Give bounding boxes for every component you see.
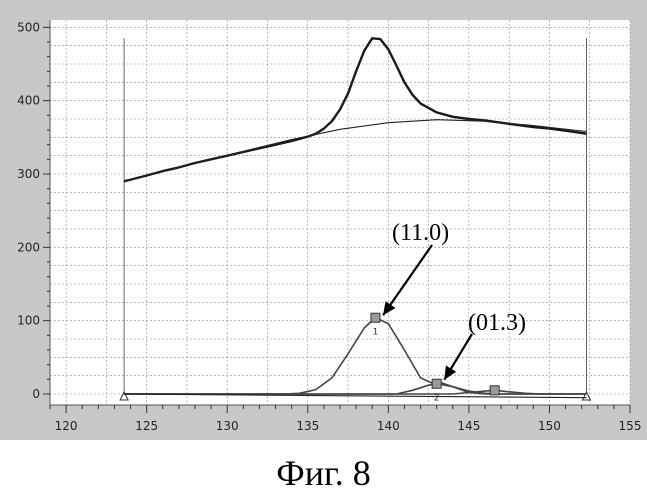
plot-area xyxy=(50,20,630,405)
peak-marker-label: 2 xyxy=(434,394,440,404)
annotation-01-3-label: (01.3) xyxy=(468,310,526,336)
x-tick-label: 130 xyxy=(216,419,239,433)
figure-caption: Фиг. 8 xyxy=(0,452,647,494)
x-tick-label: 135 xyxy=(296,419,319,433)
y-tick-label: 500 xyxy=(17,20,40,34)
annotation-11-0-label: (11.0) xyxy=(392,220,449,246)
y-tick-label: 0 xyxy=(32,387,40,401)
peak-marker xyxy=(432,379,441,388)
x-tick-label: 140 xyxy=(377,419,400,433)
x-tick-label: 150 xyxy=(538,419,561,433)
x-tick-label: 120 xyxy=(55,419,78,433)
peak-marker xyxy=(371,313,380,322)
peak-marker-label: 1 xyxy=(373,328,379,338)
y-tick-label: 200 xyxy=(17,240,40,254)
x-tick-label: 145 xyxy=(457,419,480,433)
y-tick-label: 300 xyxy=(17,167,40,181)
x-tick-label: 155 xyxy=(619,419,642,433)
y-tick-label: 100 xyxy=(17,314,40,328)
y-tick-label: 400 xyxy=(17,94,40,108)
x-tick-label: 125 xyxy=(135,419,158,433)
peak-marker xyxy=(490,386,499,395)
